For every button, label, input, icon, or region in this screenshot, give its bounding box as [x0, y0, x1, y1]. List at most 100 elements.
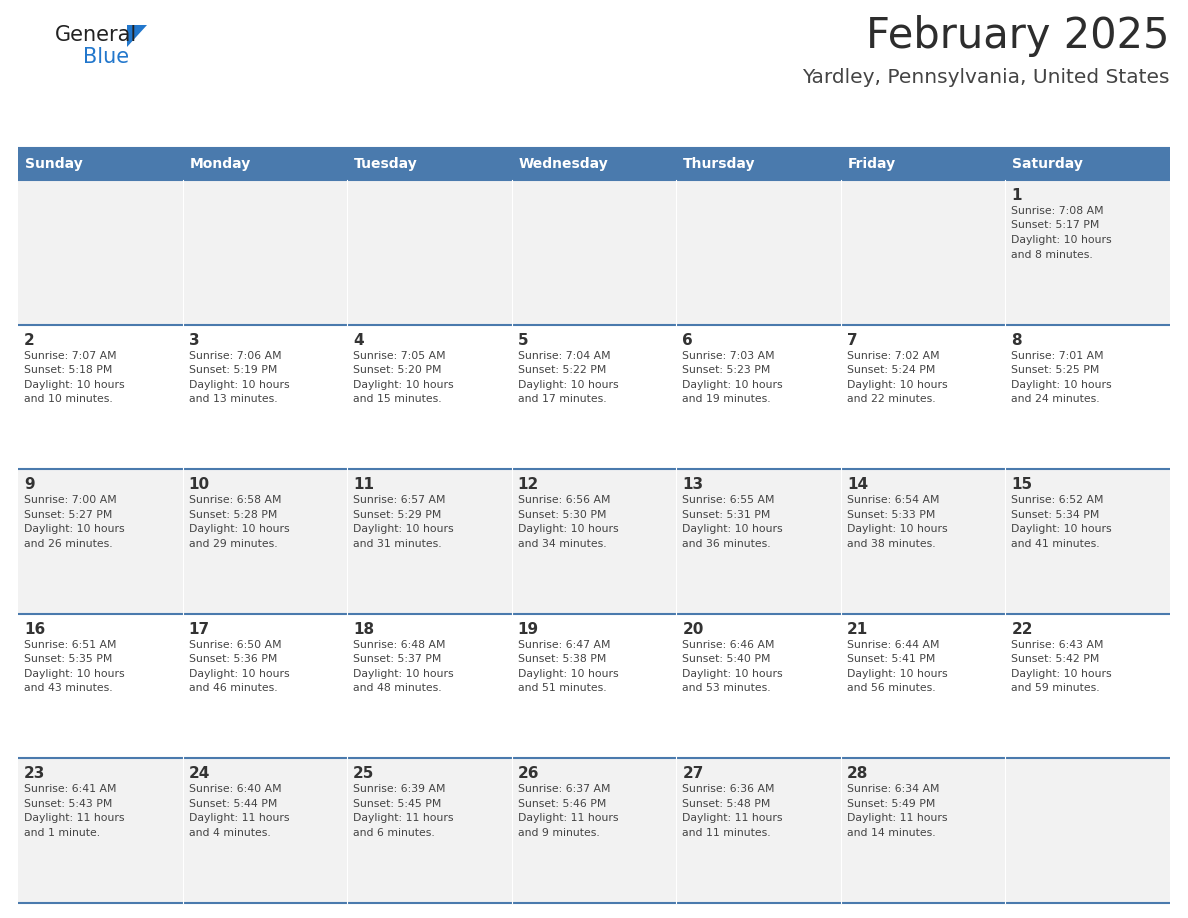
Bar	[347, 148, 512, 180]
Text: Sunrise: 6:41 AM: Sunrise: 6:41 AM	[24, 784, 116, 794]
Bar	[18, 469, 183, 614]
Text: Sunset: 5:25 PM: Sunset: 5:25 PM	[1011, 365, 1100, 375]
Text: Sunrise: 6:34 AM: Sunrise: 6:34 AM	[847, 784, 940, 794]
Text: Sunset: 5:43 PM: Sunset: 5:43 PM	[24, 799, 113, 809]
Text: Daylight: 10 hours: Daylight: 10 hours	[518, 380, 618, 389]
Text: 8: 8	[1011, 332, 1022, 348]
Text: Sunrise: 6:48 AM: Sunrise: 6:48 AM	[353, 640, 446, 650]
Text: Sunrise: 6:50 AM: Sunrise: 6:50 AM	[189, 640, 282, 650]
Text: Sunrise: 6:52 AM: Sunrise: 6:52 AM	[1011, 495, 1104, 505]
Text: Sunset: 5:20 PM: Sunset: 5:20 PM	[353, 365, 442, 375]
Text: and 9 minutes.: and 9 minutes.	[518, 828, 600, 838]
Text: Daylight: 10 hours: Daylight: 10 hours	[1011, 524, 1112, 534]
Text: and 56 minutes.: and 56 minutes.	[847, 683, 935, 693]
Text: Monday: Monday	[190, 157, 251, 171]
Text: Sunset: 5:46 PM: Sunset: 5:46 PM	[518, 799, 606, 809]
Bar	[183, 180, 347, 325]
Text: and 24 minutes.: and 24 minutes.	[1011, 394, 1100, 404]
Bar	[676, 325, 841, 469]
Text: Sunset: 5:29 PM: Sunset: 5:29 PM	[353, 509, 442, 520]
Bar	[183, 469, 347, 614]
Text: Sunrise: 7:00 AM: Sunrise: 7:00 AM	[24, 495, 116, 505]
Bar	[183, 325, 347, 469]
Text: 10: 10	[189, 477, 210, 492]
Text: and 26 minutes.: and 26 minutes.	[24, 539, 113, 549]
Bar	[183, 758, 347, 903]
Bar	[676, 469, 841, 614]
Bar	[1005, 614, 1170, 758]
Text: Sunday: Sunday	[25, 157, 83, 171]
Text: Sunrise: 6:39 AM: Sunrise: 6:39 AM	[353, 784, 446, 794]
Text: Daylight: 10 hours: Daylight: 10 hours	[1011, 380, 1112, 389]
Bar	[347, 325, 512, 469]
Text: Daylight: 11 hours: Daylight: 11 hours	[682, 813, 783, 823]
Text: and 59 minutes.: and 59 minutes.	[1011, 683, 1100, 693]
Text: 11: 11	[353, 477, 374, 492]
Text: Daylight: 10 hours: Daylight: 10 hours	[518, 524, 618, 534]
Text: Sunrise: 6:36 AM: Sunrise: 6:36 AM	[682, 784, 775, 794]
Text: Daylight: 10 hours: Daylight: 10 hours	[1011, 669, 1112, 678]
Bar	[676, 148, 841, 180]
Text: Daylight: 10 hours: Daylight: 10 hours	[847, 524, 948, 534]
Text: and 15 minutes.: and 15 minutes.	[353, 394, 442, 404]
Text: February 2025: February 2025	[866, 15, 1170, 57]
Text: Sunset: 5:22 PM: Sunset: 5:22 PM	[518, 365, 606, 375]
Text: and 43 minutes.: and 43 minutes.	[24, 683, 113, 693]
Text: Sunrise: 7:04 AM: Sunrise: 7:04 AM	[518, 351, 611, 361]
Text: Daylight: 11 hours: Daylight: 11 hours	[189, 813, 289, 823]
Text: Sunset: 5:45 PM: Sunset: 5:45 PM	[353, 799, 442, 809]
Text: 19: 19	[518, 621, 539, 637]
Text: and 4 minutes.: and 4 minutes.	[189, 828, 271, 838]
Text: Sunset: 5:35 PM: Sunset: 5:35 PM	[24, 655, 113, 665]
Text: Sunrise: 6:51 AM: Sunrise: 6:51 AM	[24, 640, 116, 650]
Text: Sunrise: 6:55 AM: Sunrise: 6:55 AM	[682, 495, 775, 505]
Text: Sunset: 5:19 PM: Sunset: 5:19 PM	[189, 365, 277, 375]
Bar	[512, 180, 676, 325]
Text: 24: 24	[189, 767, 210, 781]
Bar	[676, 614, 841, 758]
Bar	[1005, 758, 1170, 903]
Text: Sunset: 5:17 PM: Sunset: 5:17 PM	[1011, 220, 1100, 230]
Polygon shape	[127, 25, 147, 47]
Text: Daylight: 10 hours: Daylight: 10 hours	[24, 524, 125, 534]
Text: Daylight: 10 hours: Daylight: 10 hours	[189, 669, 289, 678]
Text: Daylight: 10 hours: Daylight: 10 hours	[24, 380, 125, 389]
Text: and 13 minutes.: and 13 minutes.	[189, 394, 277, 404]
Text: Daylight: 11 hours: Daylight: 11 hours	[353, 813, 454, 823]
Text: and 1 minute.: and 1 minute.	[24, 828, 100, 838]
Bar	[347, 469, 512, 614]
Text: Sunset: 5:48 PM: Sunset: 5:48 PM	[682, 799, 771, 809]
Text: Sunset: 5:28 PM: Sunset: 5:28 PM	[189, 509, 277, 520]
Text: Sunrise: 6:54 AM: Sunrise: 6:54 AM	[847, 495, 940, 505]
Bar	[18, 180, 183, 325]
Bar	[512, 614, 676, 758]
Text: Tuesday: Tuesday	[354, 157, 418, 171]
Text: 14: 14	[847, 477, 868, 492]
Bar	[512, 758, 676, 903]
Text: Daylight: 11 hours: Daylight: 11 hours	[847, 813, 947, 823]
Text: and 51 minutes.: and 51 minutes.	[518, 683, 606, 693]
Text: and 48 minutes.: and 48 minutes.	[353, 683, 442, 693]
Text: 13: 13	[682, 477, 703, 492]
Text: 22: 22	[1011, 621, 1032, 637]
Bar	[347, 180, 512, 325]
Text: Sunrise: 7:08 AM: Sunrise: 7:08 AM	[1011, 206, 1104, 216]
Text: 23: 23	[24, 767, 45, 781]
Text: Sunrise: 6:46 AM: Sunrise: 6:46 AM	[682, 640, 775, 650]
Text: Blue: Blue	[83, 47, 129, 67]
Text: 5: 5	[518, 332, 529, 348]
Text: Sunset: 5:40 PM: Sunset: 5:40 PM	[682, 655, 771, 665]
Bar	[183, 614, 347, 758]
Bar	[1005, 180, 1170, 325]
Text: and 34 minutes.: and 34 minutes.	[518, 539, 606, 549]
Text: Daylight: 10 hours: Daylight: 10 hours	[24, 669, 125, 678]
Text: Daylight: 10 hours: Daylight: 10 hours	[847, 380, 948, 389]
Bar	[183, 148, 347, 180]
Text: 12: 12	[518, 477, 539, 492]
Text: Sunrise: 6:40 AM: Sunrise: 6:40 AM	[189, 784, 282, 794]
Bar	[1005, 148, 1170, 180]
Text: Sunset: 5:42 PM: Sunset: 5:42 PM	[1011, 655, 1100, 665]
Text: Sunrise: 7:05 AM: Sunrise: 7:05 AM	[353, 351, 446, 361]
Text: Sunrise: 7:06 AM: Sunrise: 7:06 AM	[189, 351, 282, 361]
Text: Saturday: Saturday	[1012, 157, 1083, 171]
